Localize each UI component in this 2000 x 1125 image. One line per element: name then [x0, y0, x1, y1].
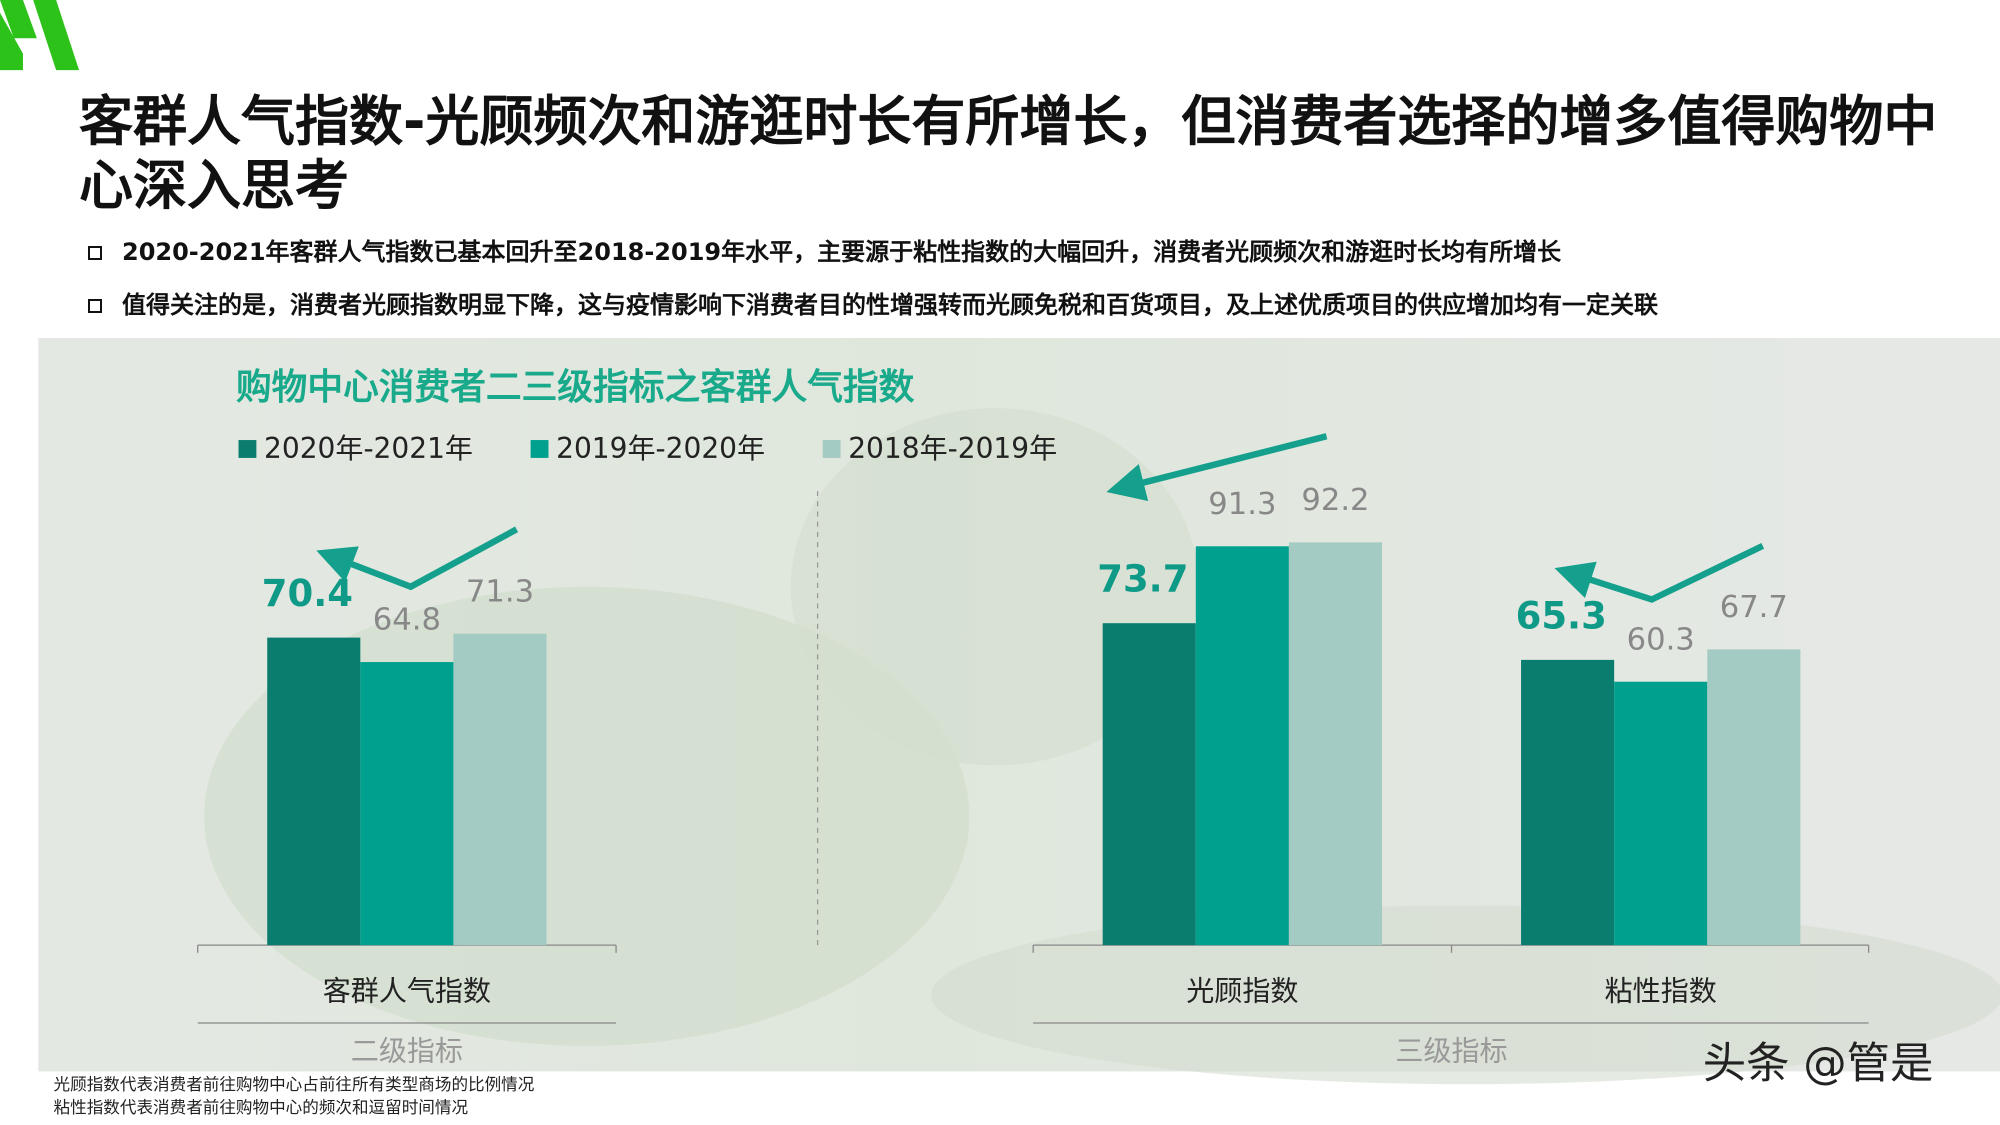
page-title: 客群人气指数-光顾频次和游逛时长有所增长，但消费者选择的增多值得购物中心深入思考 — [79, 90, 1938, 217]
bar — [1614, 681, 1708, 946]
footnote: 粘性指数代表消费者前往购物中心的频次和逗留时间情况 — [54, 1098, 469, 1117]
bullet: 2020-2021年客群人气指数已基本回升至2018-2019年水平，主要源于粘… — [88, 232, 1561, 267]
chart-title: 购物中心消费者二三级指标之客群人气指数 — [236, 367, 915, 408]
legend-label: 2018年-2019年 — [848, 432, 1057, 465]
legend-swatch — [822, 440, 841, 458]
logo — [33, 0, 80, 71]
bar — [1521, 659, 1615, 946]
value-label: 60.3 — [1627, 622, 1695, 657]
value-label: 70.4 — [262, 572, 353, 615]
bar — [360, 662, 454, 946]
legend-label: 2020年-2021年 — [264, 432, 473, 465]
photo-foliage — [790, 408, 1199, 766]
value-label: 64.8 — [373, 603, 441, 638]
value-label: 92.2 — [1301, 483, 1369, 518]
bar — [267, 637, 361, 946]
logo — [0, 0, 37, 39]
value-label: 65.3 — [1516, 594, 1607, 637]
footnote: 光顾指数代表消费者前往购物中心占前往所有类型商场的比例情况 — [54, 1075, 535, 1094]
bullet: 值得关注的是，消费者光顾指数明显下降，这与疫情影响下消费者目的性增强转而光顾免税… — [88, 285, 1658, 320]
x-tick-label: 粘性指数 — [1605, 974, 1717, 1007]
legend-label: 2019年-2020年 — [556, 432, 765, 465]
x-tick-label: 客群人气指数 — [323, 974, 491, 1007]
group-label: 三级指标 — [1395, 1034, 1507, 1067]
bar — [1288, 542, 1383, 946]
logo — [0, 12, 23, 71]
bar — [453, 633, 547, 946]
value-label: 91.3 — [1208, 487, 1276, 522]
photo-foliage — [931, 905, 2000, 1085]
legend-swatch — [530, 440, 549, 458]
bar — [1707, 649, 1801, 946]
legend-swatch — [238, 440, 257, 458]
trend-arrow — [1106, 433, 1328, 502]
x-tick-label: 光顾指数 — [1186, 974, 1298, 1007]
trend-arrow — [1554, 543, 1765, 603]
bar — [1102, 623, 1196, 946]
bar — [1195, 546, 1289, 946]
watermark: 头条 @管是 — [1703, 1039, 1934, 1089]
value-label: 67.7 — [1720, 590, 1788, 625]
trend-arrow — [316, 526, 519, 591]
value-label: 73.7 — [1097, 558, 1188, 601]
value-label: 71.3 — [466, 574, 534, 609]
group-label: 二级指标 — [351, 1034, 463, 1067]
